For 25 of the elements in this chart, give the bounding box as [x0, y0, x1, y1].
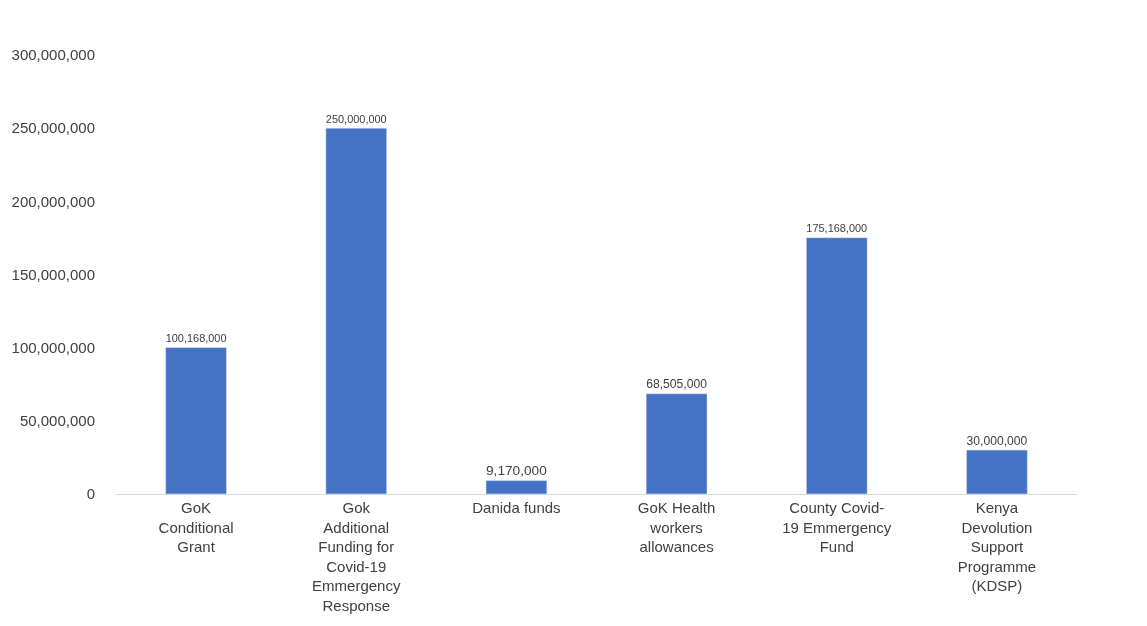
data-label: 175,168,000 — [806, 222, 868, 235]
bar — [485, 480, 548, 494]
data-label: 9,170,000 — [486, 462, 548, 478]
y-tick-label: 300,000,000 — [11, 46, 95, 64]
data-label: 100,168,000 — [165, 332, 227, 345]
y-tick-label: 50,000,000 — [19, 412, 95, 430]
y-tick-label: 250,000,000 — [11, 119, 95, 137]
y-tick-label: 200,000,000 — [11, 192, 95, 210]
bar — [806, 237, 868, 494]
y-tick-label: 0 — [86, 485, 95, 503]
x-tick-label: Danida funds — [472, 499, 561, 516]
x-tick-label: GoK Health workers allowances — [637, 499, 716, 555]
data-label: 68,505,000 — [646, 377, 708, 392]
y-tick-label: 100,000,000 — [11, 338, 95, 356]
x-tick-label: County Covid-19 Emmergency Fund — [782, 499, 892, 555]
x-tick-label: GoK Conditional Grant — [158, 499, 234, 555]
bar — [165, 347, 227, 494]
data-label: 30,000,000 — [966, 433, 1028, 448]
x-tick-label: Gok Additional Funding for Covid-19 Emmergency Response — [312, 499, 401, 614]
bar — [645, 393, 708, 494]
x-tick-label: Kenya Devolution Support Programme (KDSP) — [957, 499, 1037, 594]
bar — [325, 127, 387, 494]
y-tick-label: 150,000,000 — [11, 265, 95, 283]
bar — [966, 449, 1028, 494]
data-label: 250,000,000 — [325, 112, 387, 125]
